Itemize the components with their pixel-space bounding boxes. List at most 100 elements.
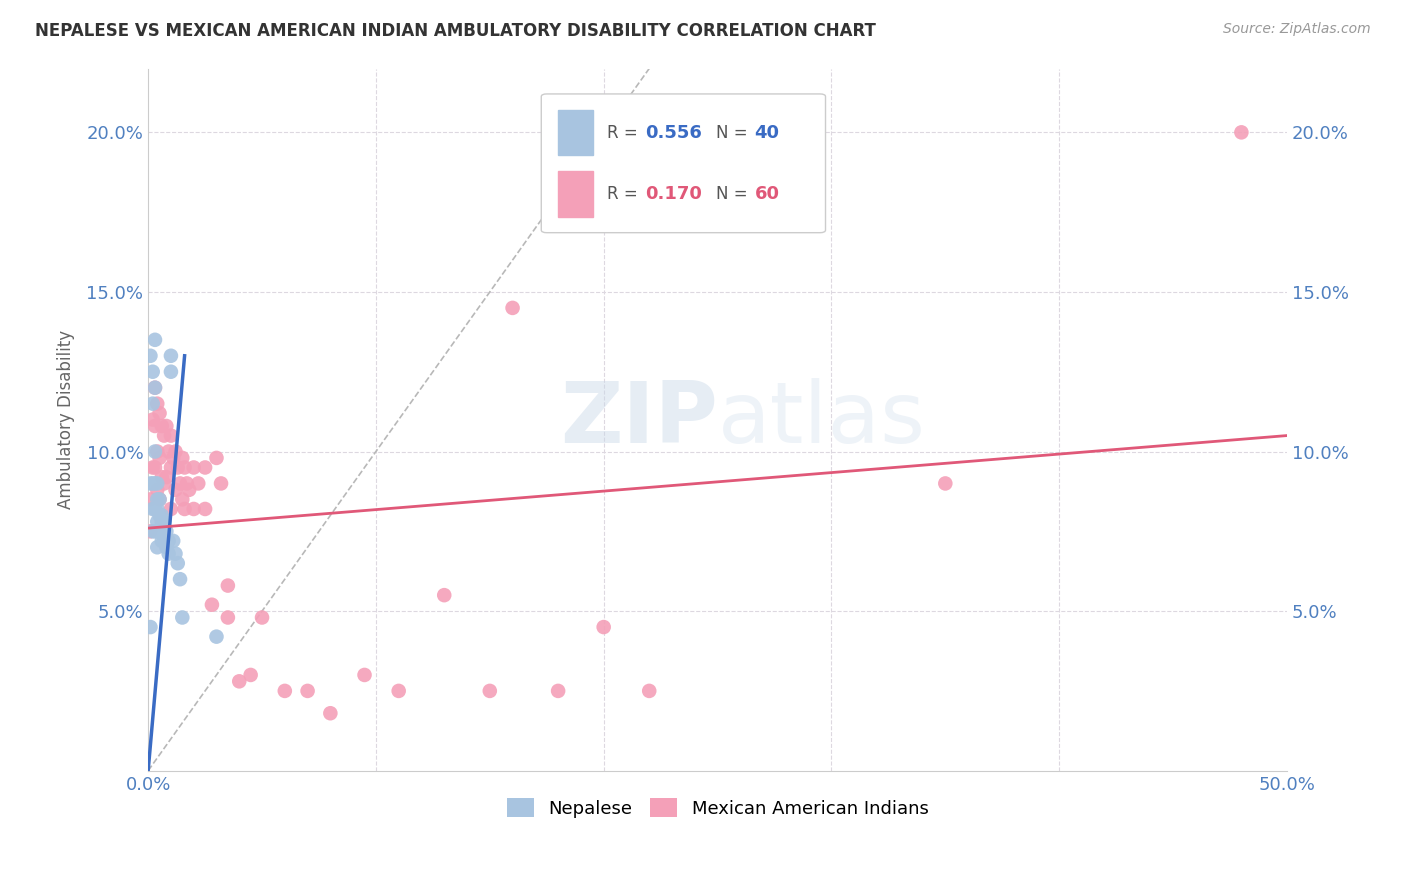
Point [165, 483, 187, 497]
Point [169, 572, 191, 586]
Point [433, 588, 456, 602]
Point [239, 668, 262, 682]
Point [165, 547, 187, 561]
Point [157, 547, 180, 561]
Point [209, 476, 232, 491]
Text: atlas: atlas [717, 378, 925, 461]
Point [143, 381, 166, 395]
Point [148, 508, 170, 523]
Point [297, 684, 319, 698]
Point [176, 476, 198, 491]
Point [205, 630, 228, 644]
Point [183, 460, 205, 475]
Point [150, 419, 173, 434]
Point [250, 610, 273, 624]
Point [146, 397, 169, 411]
Point [478, 684, 501, 698]
Point [155, 470, 177, 484]
Point [143, 502, 166, 516]
Point [155, 419, 177, 434]
Point [150, 508, 173, 523]
Point [146, 444, 169, 458]
Point [142, 397, 165, 411]
Point [194, 502, 217, 516]
Point [173, 460, 195, 475]
Point [166, 556, 188, 570]
Point [217, 610, 239, 624]
Point [150, 533, 173, 548]
Point [183, 502, 205, 516]
Point [146, 524, 169, 539]
Point [153, 533, 176, 548]
Point [169, 476, 191, 491]
Point [187, 476, 209, 491]
Point [139, 349, 162, 363]
Point [148, 406, 170, 420]
Point [139, 476, 162, 491]
Point [217, 578, 239, 592]
Point [148, 524, 170, 539]
Point [143, 333, 166, 347]
Point [148, 450, 170, 465]
Point [143, 419, 166, 434]
Point [165, 444, 187, 458]
Point [228, 674, 250, 689]
Text: NEPALESE VS MEXICAN AMERICAN INDIAN AMBULATORY DISABILITY CORRELATION CHART: NEPALESE VS MEXICAN AMERICAN INDIAN AMBU… [35, 22, 876, 40]
Point [153, 476, 176, 491]
Point [146, 541, 169, 555]
Point [388, 684, 411, 698]
Point [143, 476, 166, 491]
Point [274, 684, 297, 698]
Point [142, 476, 165, 491]
Point [148, 492, 170, 507]
Point [148, 492, 170, 507]
Point [139, 492, 162, 507]
Point [592, 620, 614, 634]
Point [155, 541, 177, 555]
Point [547, 684, 569, 698]
Point [143, 444, 166, 458]
Point [139, 620, 162, 634]
Point [160, 365, 183, 379]
Point [160, 502, 183, 516]
Point [934, 476, 956, 491]
Point [160, 349, 183, 363]
Point [157, 533, 180, 548]
Point [142, 460, 165, 475]
Point [142, 524, 165, 539]
Point [143, 460, 166, 475]
Point [173, 502, 195, 516]
Point [1230, 125, 1253, 139]
Point [146, 492, 169, 507]
Point [139, 524, 162, 539]
Y-axis label: Ambulatory Disability: Ambulatory Disability [58, 330, 75, 509]
Point [142, 502, 165, 516]
Point [172, 450, 194, 465]
Point [201, 598, 224, 612]
Point [172, 492, 194, 507]
Text: Source: ZipAtlas.com: Source: ZipAtlas.com [1223, 22, 1371, 37]
Point [143, 524, 166, 539]
Point [155, 524, 177, 539]
Text: ZIP: ZIP [560, 378, 717, 461]
Point [143, 381, 166, 395]
Point [153, 428, 176, 442]
Point [353, 668, 375, 682]
Legend: Nepalese, Mexican American Indians: Nepalese, Mexican American Indians [499, 791, 936, 825]
Point [160, 428, 183, 442]
Point [146, 502, 169, 516]
Point [319, 706, 342, 721]
Point [162, 533, 184, 548]
Point [153, 515, 176, 529]
Point [142, 365, 165, 379]
Point [142, 412, 165, 426]
Point [157, 444, 180, 458]
Point [162, 450, 184, 465]
Point [160, 460, 183, 475]
Point [172, 610, 194, 624]
Point [205, 450, 228, 465]
Point [146, 483, 169, 497]
Point [166, 460, 188, 475]
Point [146, 476, 169, 491]
Point [146, 515, 169, 529]
